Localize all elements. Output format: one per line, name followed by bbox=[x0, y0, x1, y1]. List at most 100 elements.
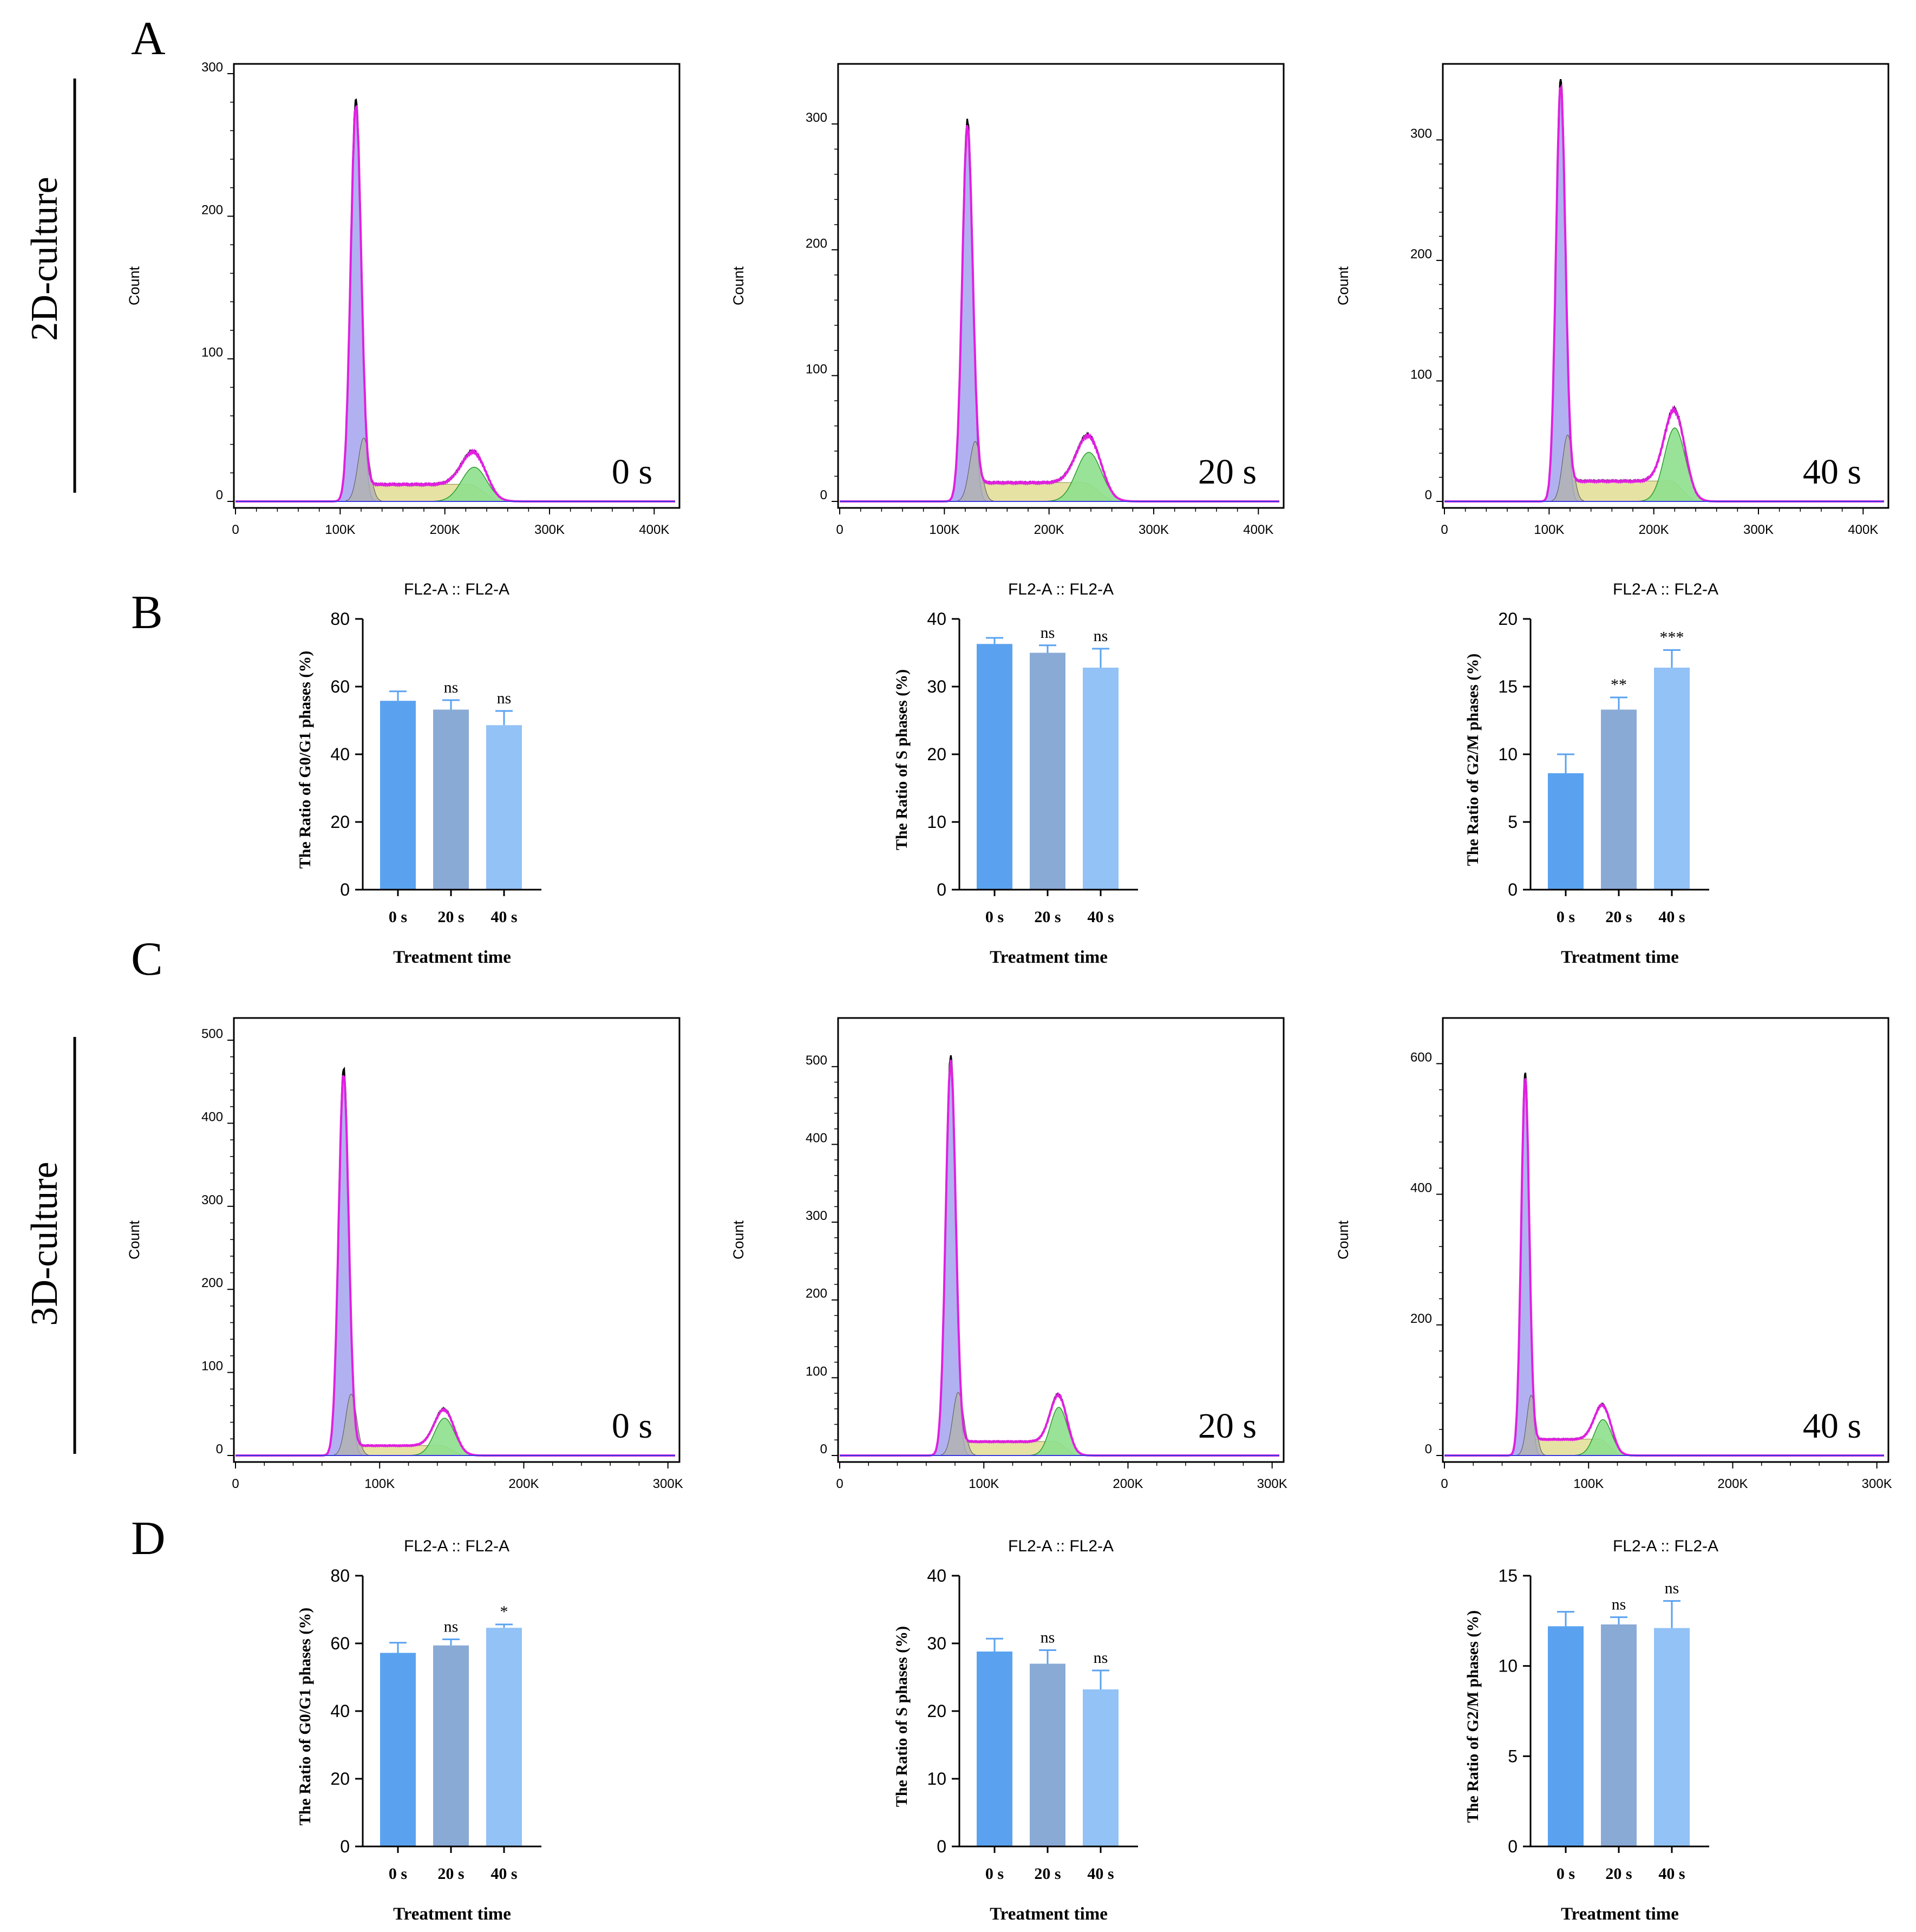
y-tick-label: 100 bbox=[1410, 367, 1432, 382]
y-tick-label: 300 bbox=[201, 60, 223, 75]
bar-1 bbox=[433, 1645, 469, 1846]
model-fit-line bbox=[840, 125, 1279, 502]
significance-label: ns bbox=[497, 689, 512, 707]
y-axis-label: Count bbox=[730, 1220, 747, 1259]
model-fit-line bbox=[236, 104, 675, 502]
category-label: 40 s bbox=[491, 908, 517, 926]
x-axis-label: Treatment time bbox=[393, 948, 511, 967]
y-tick-label: 30 bbox=[927, 1634, 946, 1653]
y-tick-label: 200 bbox=[806, 1287, 827, 1301]
y-axis-label: The Ratio of S phases (%) bbox=[893, 669, 911, 850]
panel-letter-a: A bbox=[131, 12, 166, 65]
x-tick-label: 300K bbox=[1862, 1477, 1892, 1491]
y-tick-label: 20 bbox=[1498, 609, 1518, 629]
y-tick-label: 0 bbox=[1508, 880, 1518, 899]
y-tick-label: 200 bbox=[201, 203, 223, 217]
y-axis-label: Count bbox=[1335, 266, 1351, 305]
category-label: 40 s bbox=[1658, 908, 1685, 926]
treatment-time-label: 20 s bbox=[1198, 1406, 1257, 1446]
y-tick-label: 100 bbox=[806, 362, 827, 377]
y-tick-label: 400 bbox=[201, 1109, 223, 1124]
y-tick-label: 0 bbox=[216, 488, 223, 502]
y-tick-label: 0 bbox=[820, 488, 827, 502]
significance-label: ns bbox=[1665, 1579, 1679, 1597]
y-tick-label: 0 bbox=[340, 880, 350, 899]
category-label: 20 s bbox=[1605, 908, 1632, 926]
bar-0 bbox=[1548, 773, 1584, 890]
bar-3d-s: 0 s ns 20 s ns 40 s 0 10 20 30 40 The Ratio of S p… bbox=[893, 1566, 1138, 1924]
y-tick-label: 30 bbox=[927, 677, 946, 696]
g1-peak-area bbox=[1505, 1078, 1546, 1456]
g1-peak-area bbox=[318, 1072, 369, 1456]
category-label: 20 s bbox=[437, 908, 464, 926]
significance-label: ** bbox=[1611, 676, 1627, 694]
x-tick-label: 300K bbox=[1139, 523, 1169, 537]
y-tick-label: 300 bbox=[201, 1193, 223, 1208]
panel-letter-d: D bbox=[131, 1512, 166, 1565]
category-label: 0 s bbox=[985, 908, 1004, 926]
raw-histogram-line bbox=[236, 98, 675, 502]
histogram-caption: FL2-A :: FL2-A bbox=[1008, 580, 1114, 598]
x-tick-label: 100K bbox=[325, 523, 355, 537]
category-label: 0 s bbox=[389, 1865, 407, 1883]
histogram-caption: FL2-A :: FL2-A bbox=[1008, 1537, 1114, 1555]
x-tick-label: 300K bbox=[534, 523, 565, 537]
bar-2d-s: 0 s ns 20 s ns 40 s 0 10 20 30 40 The Ratio of S p… bbox=[893, 609, 1138, 967]
y-tick-label: 500 bbox=[806, 1053, 827, 1068]
bar-0 bbox=[977, 644, 1012, 890]
treatment-time-label: 0 s bbox=[612, 452, 652, 492]
bar-1 bbox=[1601, 709, 1637, 890]
raw-histogram-line bbox=[840, 119, 1279, 502]
x-tick-label: 0 bbox=[1441, 523, 1448, 537]
x-tick-label: 100K bbox=[929, 523, 959, 537]
x-tick-label: 100K bbox=[1534, 523, 1564, 537]
x-tick-label: 200K bbox=[1639, 523, 1669, 537]
y-tick-label: 400 bbox=[806, 1131, 827, 1145]
significance-label: ns bbox=[1094, 627, 1108, 645]
x-axis-label: Treatment time bbox=[990, 1904, 1108, 1924]
bar-1 bbox=[433, 709, 469, 890]
category-label: 20 s bbox=[437, 1865, 464, 1883]
y-tick-label: 200 bbox=[1410, 247, 1432, 262]
x-tick-label: 0 bbox=[232, 523, 239, 537]
model-fit-line bbox=[1444, 1078, 1884, 1457]
x-tick-label: 300K bbox=[1743, 523, 1774, 537]
panel-letter-b: B bbox=[131, 586, 163, 639]
y-tick-label: 20 bbox=[927, 745, 946, 764]
treatment-time-label: 40 s bbox=[1803, 1406, 1861, 1446]
y-tick-label: 0 bbox=[1508, 1837, 1518, 1856]
g1-peak-area bbox=[941, 126, 994, 502]
y-tick-label: 0 bbox=[216, 1442, 223, 1457]
y-tick-label: 100 bbox=[806, 1364, 827, 1379]
y-tick-label: 0 bbox=[1425, 488, 1432, 502]
x-tick-label: 300K bbox=[1257, 1477, 1287, 1491]
model-fit-line bbox=[1444, 83, 1884, 502]
y-tick-label: 15 bbox=[1498, 1566, 1518, 1585]
x-tick-label: 400K bbox=[1243, 523, 1273, 537]
bar-0 bbox=[380, 701, 416, 890]
bar-3d-g1: 0 s ns 20 s * 40 s 0 20 40 60 80 The Ratio of G0/G… bbox=[296, 1566, 541, 1924]
debris-area bbox=[956, 441, 994, 502]
y-tick-label: 200 bbox=[806, 236, 827, 251]
y-tick-label: 0 bbox=[937, 1837, 946, 1856]
y-axis-label: The Ratio of G0/G1 phases (%) bbox=[296, 1608, 314, 1826]
plot-frame bbox=[1442, 63, 1889, 509]
y-tick-label: 60 bbox=[330, 677, 350, 696]
bar-2 bbox=[1083, 1689, 1119, 1846]
y-tick-label: 10 bbox=[927, 1769, 946, 1789]
x-tick-label: 100K bbox=[1573, 1477, 1604, 1491]
y-tick-label: 100 bbox=[201, 345, 223, 360]
bar-2d-g2m: 0 s ** 20 s *** 40 s 0 5 10 15 20 The Ratio of G2/… bbox=[1464, 609, 1709, 967]
x-tick-label: 100K bbox=[364, 1477, 395, 1491]
category-label: 0 s bbox=[985, 1865, 1004, 1883]
model-fit-line bbox=[840, 1059, 1279, 1457]
histogram-caption: FL2-A :: FL2-A bbox=[1613, 580, 1718, 598]
debris-area bbox=[345, 438, 383, 502]
y-tick-label: 10 bbox=[927, 812, 946, 832]
y-tick-label: 80 bbox=[330, 1566, 350, 1585]
y-tick-label: 20 bbox=[330, 812, 350, 832]
y-tick-label: 200 bbox=[201, 1276, 223, 1290]
